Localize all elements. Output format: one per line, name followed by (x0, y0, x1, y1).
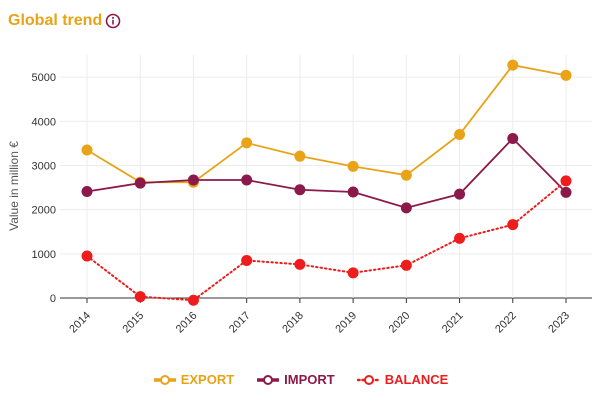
export-point[interactable] (560, 69, 572, 81)
import-point[interactable] (294, 184, 306, 196)
legend-label-balance: BALANCE (384, 372, 449, 387)
series-layer (81, 59, 572, 306)
legend-symbol-icon (153, 374, 176, 385)
legend-label-export: EXPORT (180, 372, 235, 387)
export-point[interactable] (347, 160, 359, 172)
export-series (81, 59, 572, 188)
legend-symbol-icon (356, 374, 381, 385)
y-tick-label: 3000 (32, 160, 56, 172)
y-axis-label: Value in million € (7, 141, 21, 231)
legend: EXPORT IMPORT BALANCE (0, 372, 601, 387)
export-point[interactable] (241, 137, 253, 149)
x-axis-ticks: 2014 2015 2016 2017 2018 2019 2020 2021 2022 2023 (67, 310, 572, 336)
import-line (86, 137, 567, 209)
y-axis-ticks: 0 1000 2000 3000 4000 5000 (32, 72, 56, 305)
balance-series (81, 175, 572, 306)
y-tick-label: 1000 (32, 249, 56, 261)
import-point[interactable] (454, 188, 466, 200)
import-point[interactable] (400, 202, 412, 214)
import-point[interactable] (241, 174, 253, 186)
x-tick-label: 2016 (174, 310, 200, 336)
balance-point[interactable] (294, 258, 306, 270)
x-tick-label: 2017 (227, 310, 253, 336)
import-point[interactable] (507, 133, 519, 145)
balance-point[interactable] (507, 219, 519, 231)
chart-header: Global trend (8, 12, 121, 30)
legend-symbol-icon (257, 374, 280, 385)
y-tick-label: 2000 (32, 205, 56, 217)
balance-point[interactable] (187, 294, 199, 306)
export-line (86, 64, 567, 184)
x-tick-label: 2015 (121, 310, 147, 336)
balance-line (86, 179, 567, 302)
balance-point[interactable] (241, 254, 253, 266)
import-point[interactable] (347, 186, 359, 198)
y-tick-label: 0 (50, 293, 56, 305)
export-point[interactable] (81, 144, 93, 156)
y-tick-label: 5000 (32, 72, 56, 84)
balance-point[interactable] (400, 259, 412, 271)
legend-label-import: IMPORT (284, 372, 335, 387)
x-tick-label: 2018 (280, 310, 306, 336)
x-tick-label: 2021 (440, 310, 466, 336)
export-point[interactable] (400, 169, 412, 181)
export-point[interactable] (507, 59, 519, 71)
x-tick-label: 2020 (387, 310, 413, 336)
x-tick-label: 2023 (546, 310, 572, 336)
import-point[interactable] (187, 174, 199, 186)
x-tick-label: 2019 (333, 310, 359, 336)
export-point[interactable] (454, 129, 466, 141)
balance-point[interactable] (81, 250, 93, 262)
y-tick-label: 4000 (32, 116, 56, 128)
import-point[interactable] (560, 186, 572, 198)
chart-title: Global trend (8, 12, 103, 29)
import-point[interactable] (134, 177, 146, 189)
legend-item-export[interactable]: EXPORT (153, 372, 234, 387)
legend-item-import[interactable]: IMPORT (256, 372, 335, 387)
x-tick-label: 2022 (493, 310, 519, 336)
balance-point[interactable] (347, 267, 359, 279)
x-tick-label: 2014 (67, 310, 93, 336)
balance-point[interactable] (454, 232, 466, 244)
import-point[interactable] (81, 186, 93, 198)
export-point[interactable] (294, 150, 306, 162)
balance-point[interactable] (134, 291, 146, 303)
import-series (81, 133, 572, 214)
legend-item-balance[interactable]: BALANCE (356, 372, 449, 387)
balance-point[interactable] (560, 175, 572, 187)
info-icon[interactable] (105, 13, 121, 29)
